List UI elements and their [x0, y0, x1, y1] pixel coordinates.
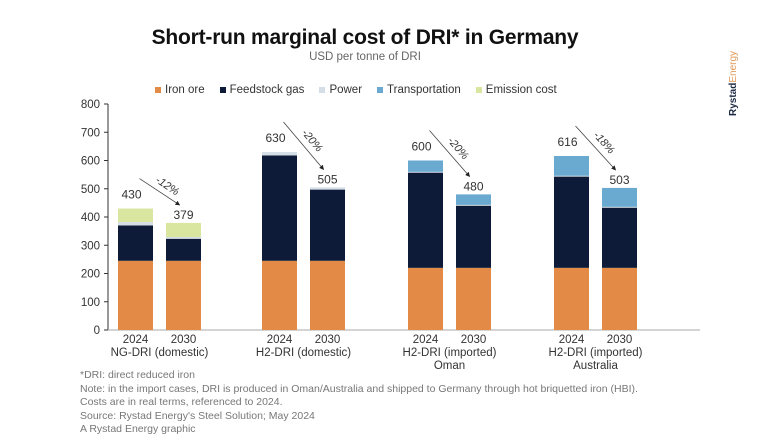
bar-segment-transportation — [554, 155, 589, 176]
y-tick-label: 600 — [81, 156, 100, 168]
footnote-credit: A Rystad Energy graphic — [80, 423, 196, 436]
change-percent-label: -18% — [591, 129, 617, 156]
change-arrow — [283, 121, 325, 170]
bar-segment-power — [408, 171, 443, 173]
x-tick-label: 2030 — [171, 334, 197, 346]
bar-segment-iron-ore — [602, 267, 637, 330]
chart-subtitle: USD per tonne of DRI — [309, 51, 421, 63]
change-percent-label: -20% — [445, 135, 471, 162]
legend-swatch — [219, 87, 226, 93]
bar-segment-power — [602, 206, 637, 208]
footnote-dri: *DRI: direct reduced iron — [80, 369, 195, 381]
change-percent-label: -20% — [299, 127, 325, 155]
y-tick-label: 300 — [81, 240, 100, 252]
bar-segment-transportation — [456, 194, 491, 205]
bar-segment-feedstock-gas — [602, 207, 637, 268]
bar-segment-power — [166, 237, 201, 239]
legend-item: Feedstock gas — [219, 84, 305, 96]
total-label: 503 — [609, 173, 629, 187]
legend-swatch — [319, 87, 326, 93]
group-sublabel: Australia — [573, 360, 618, 372]
x-tick-label: 2030 — [607, 334, 633, 346]
bar-segment-iron-ore — [554, 267, 589, 330]
bar-segment-transportation — [602, 187, 637, 207]
change-percent-label: -12% — [153, 174, 181, 198]
legend-item: Transportation — [377, 84, 461, 96]
y-tick-label: 400 — [81, 212, 100, 224]
bar-segment-feedstock-gas — [456, 205, 491, 268]
legend-swatch — [155, 87, 161, 93]
x-tick-label: 2024 — [413, 334, 439, 346]
y-tick-label: 500 — [81, 184, 100, 196]
bar-segment-power — [554, 175, 589, 177]
total-label: 480 — [463, 179, 483, 193]
legend-item: Power — [319, 84, 362, 96]
footnote-import-note: Note: in the import cases, DRI is produc… — [80, 382, 638, 395]
bar-segment-iron-ore — [262, 260, 297, 330]
bar-segment-power — [262, 152, 297, 156]
change-arrow — [575, 125, 617, 171]
y-tick-label: 100 — [81, 297, 100, 309]
bar-segment-iron-ore — [310, 260, 345, 330]
change-arrow — [139, 178, 181, 206]
bar-segment-iron-ore — [456, 267, 491, 330]
x-tick-label: 2030 — [315, 334, 341, 346]
bar-segment-power — [310, 187, 345, 190]
legend-item: Iron ore — [155, 84, 205, 96]
bar-segment-feedstock-gas — [408, 172, 443, 268]
legend-label: Feedstock gas — [229, 84, 305, 96]
y-tick-label: 700 — [81, 127, 100, 139]
group-label: NG-DRI (domestic) — [111, 347, 209, 359]
total-label: 600 — [411, 140, 431, 154]
total-label: 379 — [173, 208, 193, 222]
legend-item: Emission cost — [475, 84, 557, 96]
total-label: 630 — [265, 131, 285, 145]
bar-segment-power — [456, 204, 491, 206]
x-tick-label: 2024 — [267, 334, 293, 346]
group-label: H2-DRI (domestic) — [256, 347, 351, 359]
legend-label: Emission cost — [485, 84, 557, 96]
bar-segment-iron-ore — [408, 267, 443, 330]
bar-segment-feedstock-gas — [118, 225, 153, 261]
total-label: 505 — [317, 172, 337, 186]
x-tick-label: 2024 — [123, 334, 149, 346]
bar-segment-feedstock-gas — [310, 189, 345, 261]
bar-segment-transportation — [408, 160, 443, 172]
footnote-source: Source: Rystad Energy's Steel Solution; … — [80, 409, 315, 422]
group-label: H2-DRI (imported) — [403, 347, 497, 359]
footnotes: *DRI: direct reduced iron Note: in the i… — [80, 369, 638, 437]
change-arrow — [429, 130, 471, 178]
total-label: 616 — [557, 135, 577, 149]
legend: Iron ore Feedstock gas Power Transportation… — [155, 84, 557, 96]
bar-segment-feedstock-gas — [166, 238, 201, 261]
y-tick-label: 0 — [94, 325, 100, 337]
legend-label: Iron ore — [165, 84, 205, 96]
y-tick-label: 200 — [81, 269, 100, 281]
y-tick-label: 800 — [81, 99, 100, 111]
bar-segment-emission-cost — [118, 208, 153, 223]
footnote-real-terms: Costs are in real terms, referenced to 2… — [80, 396, 283, 409]
bar-segment-feedstock-gas — [554, 176, 589, 268]
legend-label: Transportation — [387, 84, 461, 96]
bar-segment-iron-ore — [166, 260, 201, 330]
chart-title: Short-run marginal cost of DRI* in Germa… — [151, 26, 579, 49]
total-label: 430 — [121, 188, 141, 202]
legend-swatch — [377, 87, 384, 93]
bar-segment-power — [118, 222, 153, 226]
group-label: H2-DRI (imported) — [549, 347, 643, 359]
legend-label: Power — [329, 84, 363, 96]
bar-segment-emission-cost — [166, 222, 201, 238]
x-tick-label: 2030 — [461, 334, 487, 346]
bar-segment-iron-ore — [118, 260, 153, 330]
legend-swatch — [475, 87, 482, 93]
bar-segment-feedstock-gas — [262, 155, 297, 261]
group-sublabel: Oman — [434, 360, 465, 372]
x-tick-label: 2024 — [559, 334, 585, 346]
